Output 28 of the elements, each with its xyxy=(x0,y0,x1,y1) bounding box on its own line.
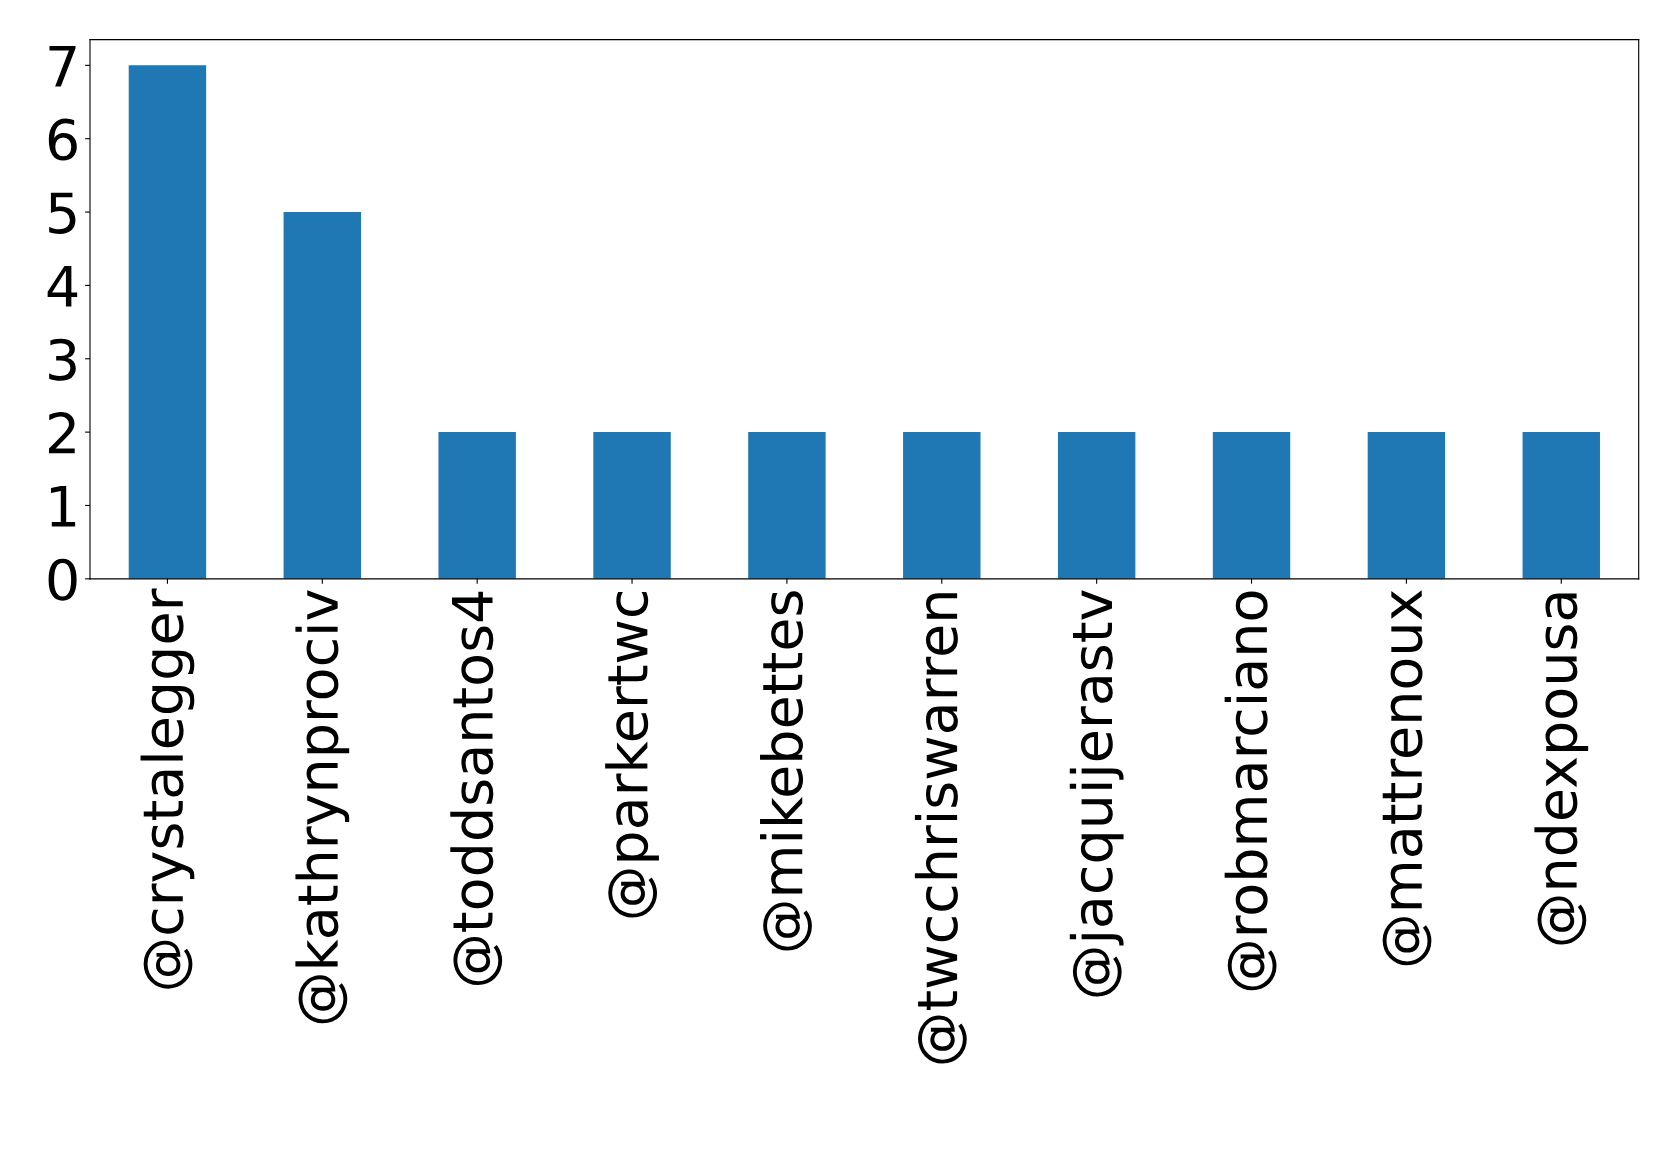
x-tick-label: @robmarciano xyxy=(1224,591,1277,991)
bar xyxy=(283,212,362,579)
y-tick-label: 6 xyxy=(48,118,77,161)
y-tick-label: 0 xyxy=(48,558,77,601)
y-tick-label: 3 xyxy=(49,338,76,381)
x-tick-label: @parkertwc xyxy=(605,592,659,918)
x-tick-label: @kathrynprociv xyxy=(295,590,350,1024)
bar xyxy=(438,432,516,579)
y-tick-label: 4 xyxy=(47,266,78,307)
bar xyxy=(903,432,981,579)
x-tick-label: @mikebettes xyxy=(760,591,812,951)
y-tick-label: 2 xyxy=(49,412,75,454)
bar xyxy=(1212,432,1291,579)
x-tick-label: @twcchriswarren xyxy=(914,593,967,1064)
x-tick-label: @ndexpousa xyxy=(1534,593,1589,945)
bar xyxy=(1367,432,1446,579)
bar xyxy=(1057,432,1136,579)
x-tick-label: @toddsantos4 xyxy=(450,591,503,986)
bar xyxy=(1522,432,1600,579)
bar xyxy=(128,65,207,579)
y-tick-label: 7 xyxy=(49,45,76,87)
x-tick-label: @jacquijerastv xyxy=(1069,590,1124,997)
y-tick-label: 5 xyxy=(49,192,76,234)
bar xyxy=(748,432,826,579)
x-tick-label: @mattrenoux xyxy=(1382,590,1432,966)
bar xyxy=(593,432,671,579)
x-tick-label: @crystalegger xyxy=(140,588,195,989)
y-tick-label: 1 xyxy=(51,486,76,527)
